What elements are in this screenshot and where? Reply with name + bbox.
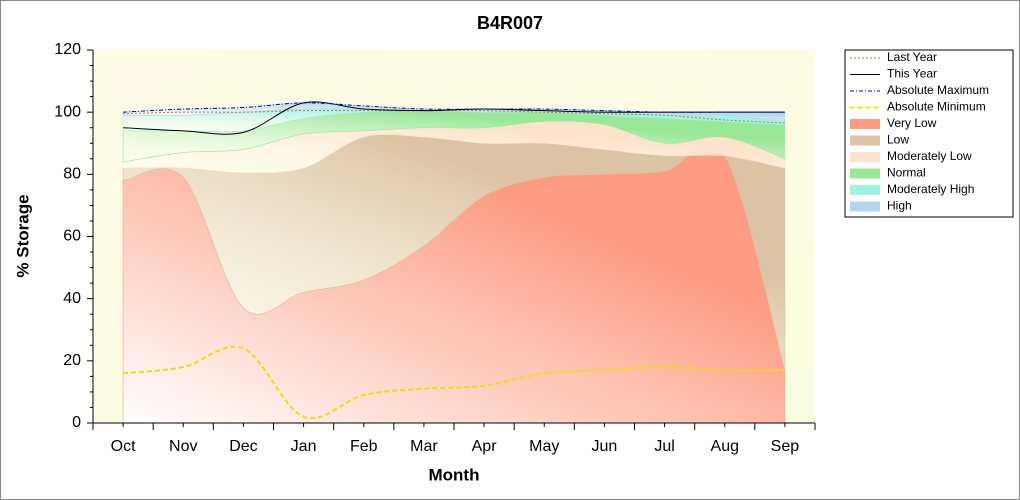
y-tick-label: 20 <box>63 352 81 369</box>
legend-label: High <box>887 199 912 213</box>
legend-swatch <box>850 135 880 146</box>
legend-label: Moderately Low <box>887 149 972 163</box>
legend-label: Moderately High <box>887 182 974 196</box>
x-tick-label: Apr <box>472 438 498 455</box>
y-tick-label: 40 <box>63 290 81 307</box>
y-tick-label: 60 <box>63 228 81 245</box>
legend-swatch <box>850 152 880 162</box>
series-line <box>122 345 785 420</box>
x-tick-label: Jul <box>654 438 674 455</box>
y-tick-label: 120 <box>54 41 81 58</box>
y-tick-label: 0 <box>72 414 81 431</box>
legend-label: Absolute Minimum <box>887 100 986 114</box>
y-tick-label: 100 <box>54 103 81 120</box>
legend-swatch <box>850 201 880 212</box>
y-axis-label: % Storage <box>13 194 32 277</box>
x-tick-label: Aug <box>711 438 739 455</box>
x-tick-label: Mar <box>410 438 438 455</box>
x-axis-label: Month <box>429 465 480 484</box>
x-tick-label: Nov <box>169 438 197 455</box>
y-tick-label: 80 <box>63 166 81 183</box>
chart-title: B4R007 <box>477 13 543 33</box>
legend-label: Last Year <box>887 50 937 64</box>
series-line <box>123 101 785 135</box>
x-tick-label: Oct <box>111 438 136 455</box>
legend-label: Low <box>887 133 909 147</box>
x-tick-label: Sep <box>771 438 800 455</box>
x-tick-label: Feb <box>350 438 378 455</box>
legend-swatch <box>850 185 880 195</box>
x-tick-label: Jun <box>592 438 618 455</box>
legend-label: Very Low <box>887 116 937 130</box>
x-tick-label: Dec <box>229 438 257 455</box>
x-tick-label: Jan <box>291 438 317 455</box>
legend-swatch <box>850 168 880 179</box>
legend-label: This Year <box>887 67 937 81</box>
legend-label: Absolute Maximum <box>887 83 989 97</box>
legend-label: Normal <box>887 166 926 180</box>
x-tick-label: May <box>529 438 559 455</box>
legend-swatch <box>850 119 880 129</box>
